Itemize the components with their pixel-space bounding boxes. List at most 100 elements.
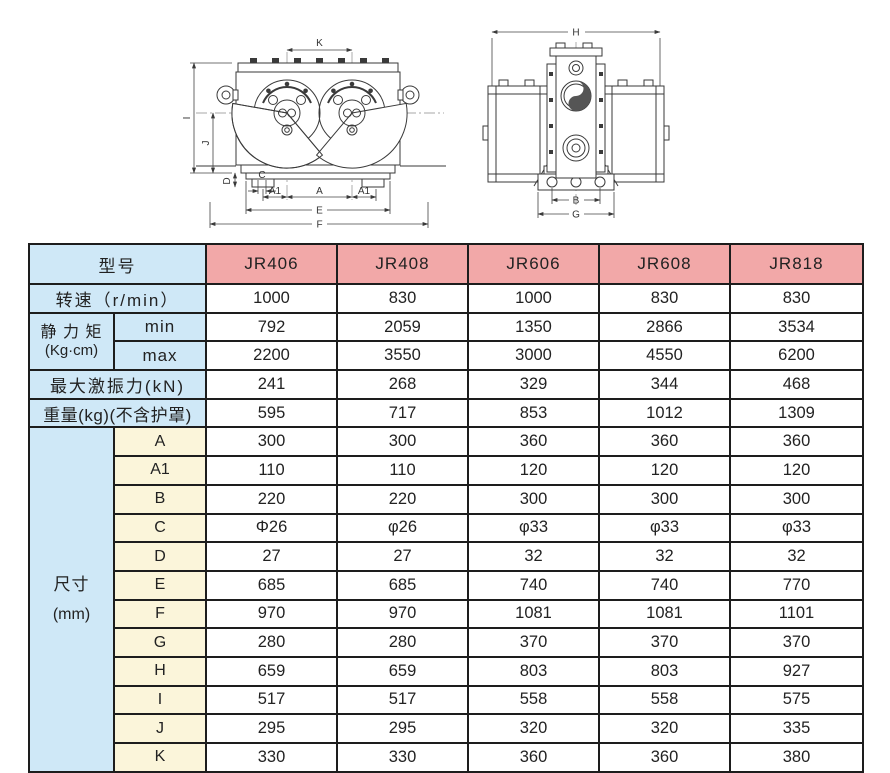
max-force-label: 最大激振力(kN) xyxy=(28,369,207,400)
table-cell: 344 xyxy=(598,369,731,400)
table-cell: 927 xyxy=(729,655,864,687)
table-cell: 575 xyxy=(729,684,864,716)
table-cell: 295 xyxy=(205,713,338,744)
table-cell: 320 xyxy=(467,713,600,744)
dim-label-F: F xyxy=(316,220,322,231)
model-header-label: 型号 xyxy=(28,243,207,285)
dim-name: E xyxy=(113,569,207,601)
table-cell: 268 xyxy=(336,369,469,400)
table-cell: 740 xyxy=(467,569,600,601)
side-view-dim-labels: H B G xyxy=(572,28,580,221)
table-cell: 659 xyxy=(336,655,469,687)
table-cell: Φ26 xyxy=(205,512,338,544)
table-cell: 380 xyxy=(729,742,864,773)
front-view-drawing xyxy=(196,58,446,188)
table-row-dim-G: G 280 280 370 370 370 xyxy=(29,627,864,658)
table-cell: 329 xyxy=(467,369,600,400)
dimensions-label-line2: (mm) xyxy=(52,605,91,623)
table-row-dim-K: K 330 330 360 360 380 xyxy=(29,742,864,773)
table-cell: 32 xyxy=(729,541,864,572)
table-cell: 220 xyxy=(336,483,469,515)
dim-name: C xyxy=(113,512,207,544)
table-row-dim-C: C Φ26 φ26 φ33 φ33 φ33 xyxy=(29,512,864,544)
table-cell: 32 xyxy=(598,541,731,572)
model-jr608: JR608 xyxy=(598,243,731,285)
dim-name: B xyxy=(113,483,207,515)
table-cell: 1012 xyxy=(598,397,731,429)
dim-label-K: K xyxy=(316,38,323,49)
table-cell: 558 xyxy=(467,684,600,716)
static-moment-label-line1: 静 力 矩 xyxy=(40,323,103,341)
table-cell: 4550 xyxy=(598,340,731,372)
table-cell: 830 xyxy=(729,283,864,314)
table-cell: 370 xyxy=(598,627,731,658)
table-header-row: 型号 JR406 JR408 JR606 JR608 JR818 xyxy=(28,243,864,285)
table-cell: 360 xyxy=(598,426,731,458)
table-cell: 717 xyxy=(336,397,469,429)
side-view-dimensions xyxy=(491,29,661,218)
dimensions-label: 尺寸 (mm) xyxy=(28,426,115,773)
table-cell: φ26 xyxy=(336,512,469,544)
table-cell: 320 xyxy=(598,713,731,744)
specification-table: 型号 JR406 JR408 JR606 JR608 JR818 转速（r/mi… xyxy=(28,243,864,773)
table-cell: 970 xyxy=(336,598,469,630)
table-row-weight: 重量(kg)(不含护罩) 595 717 853 1012 1309 xyxy=(28,397,864,429)
dim-label-A1-right: A1 xyxy=(358,186,371,197)
table-cell: 685 xyxy=(205,569,338,601)
table-row-dim-A: 尺寸 (mm) A 300 300 360 360 360 xyxy=(28,426,864,773)
side-view-drawing xyxy=(482,42,670,191)
model-jr408: JR408 xyxy=(336,243,469,285)
dim-name: F xyxy=(113,598,207,630)
table-cell: 2200 xyxy=(205,340,338,372)
table-cell: 300 xyxy=(729,483,864,515)
table-cell: 2866 xyxy=(598,311,731,343)
table-cell: 853 xyxy=(467,397,600,429)
table-cell: 27 xyxy=(336,541,469,572)
dim-label-I: I xyxy=(182,117,193,120)
table-cell: 1350 xyxy=(467,311,600,343)
dimensions-label-line1: 尺寸 xyxy=(53,575,90,595)
table-cell: 360 xyxy=(729,426,864,458)
max-label: max xyxy=(113,340,207,372)
dim-label-A: A xyxy=(316,186,323,197)
dim-name: G xyxy=(113,627,207,658)
table-cell: 110 xyxy=(205,455,338,486)
table-cell: 3000 xyxy=(467,340,600,372)
static-moment-label-line2: (Kg·cm) xyxy=(44,341,99,359)
dim-name: H xyxy=(113,655,207,687)
table-cell: 300 xyxy=(467,483,600,515)
dim-name: A1 xyxy=(113,455,207,486)
dim-name: K xyxy=(113,742,207,773)
table-cell: 32 xyxy=(467,541,600,572)
table-cell: 770 xyxy=(729,569,864,601)
dim-label-D: D xyxy=(222,177,233,184)
dim-name: I xyxy=(113,684,207,716)
table-row-dim-E: E 685 685 740 740 770 xyxy=(29,569,864,601)
table-cell: 830 xyxy=(598,283,731,314)
table-cell: 300 xyxy=(205,426,338,458)
table-cell: φ33 xyxy=(729,512,864,544)
table-cell: 558 xyxy=(598,684,731,716)
table-cell: 1000 xyxy=(467,283,600,314)
table-cell: 360 xyxy=(467,742,600,773)
table-cell: 330 xyxy=(205,742,338,773)
dim-label-E: E xyxy=(316,206,323,217)
table-row-dim-A1: A1 110 110 120 120 120 xyxy=(29,455,864,486)
table-cell: 3534 xyxy=(729,311,864,343)
table-cell: 360 xyxy=(598,742,731,773)
table-cell: 830 xyxy=(336,283,469,314)
table-cell: 120 xyxy=(598,455,731,486)
model-jr818: JR818 xyxy=(729,243,864,285)
table-cell: 517 xyxy=(205,684,338,716)
dim-name: D xyxy=(113,541,207,572)
table-cell: φ33 xyxy=(467,512,600,544)
table-cell: 300 xyxy=(336,426,469,458)
min-label: min xyxy=(113,311,207,343)
table-cell: 517 xyxy=(336,684,469,716)
dim-label-A1-left: A1 xyxy=(269,186,282,197)
table-cell: 120 xyxy=(729,455,864,486)
table-row-max-force: 最大激振力(kN) 241 268 329 344 468 xyxy=(28,369,864,400)
table-cell: 970 xyxy=(205,598,338,630)
table-cell: φ33 xyxy=(598,512,731,544)
